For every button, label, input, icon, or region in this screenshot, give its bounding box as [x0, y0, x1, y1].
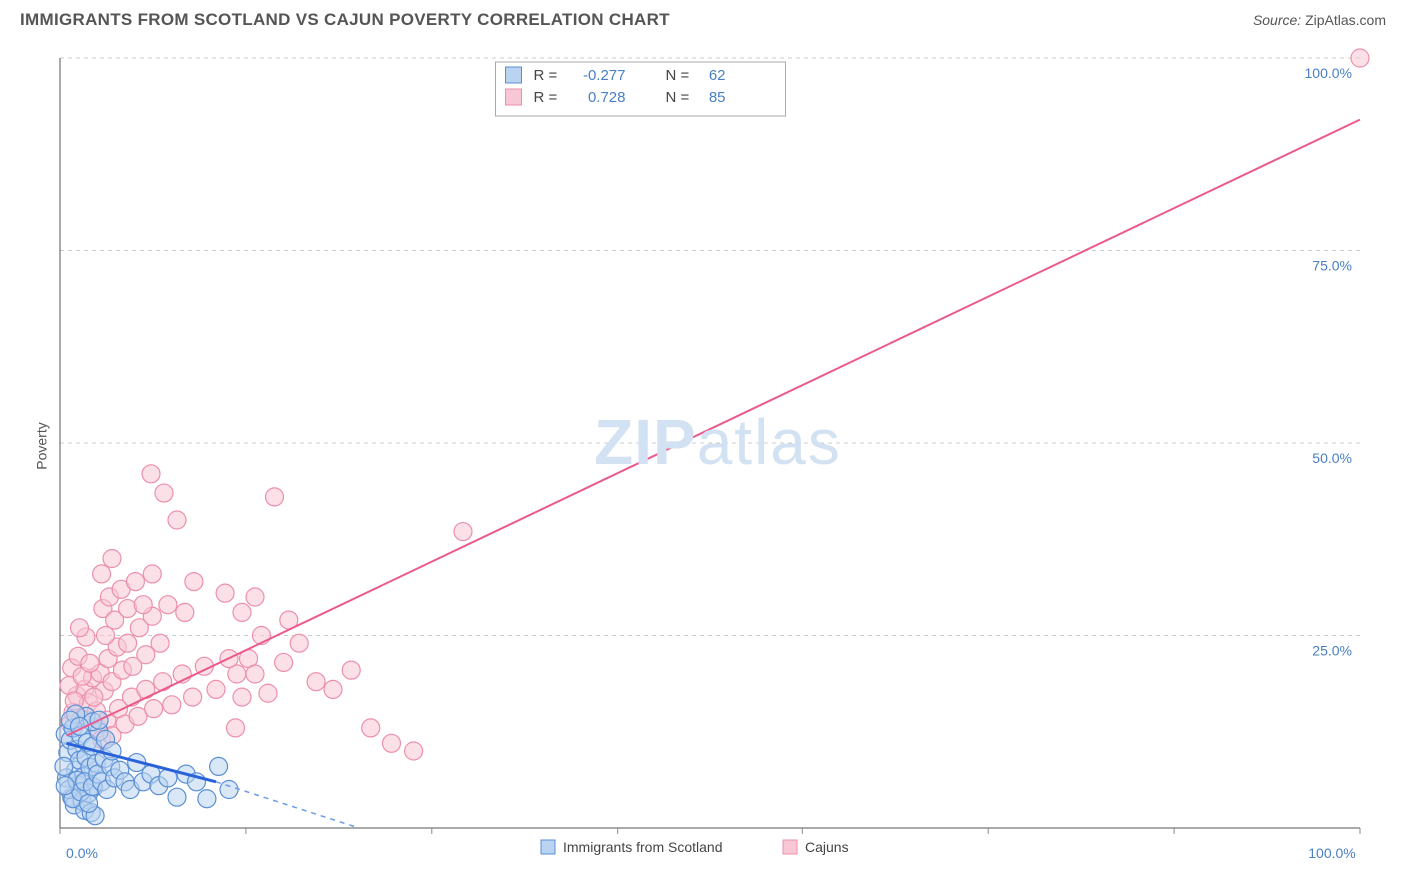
bottom-legend-label: Immigrants from Scotland [563, 839, 723, 855]
scatter-point [56, 777, 74, 795]
scatter-point [55, 757, 73, 775]
y-tick-label: 25.0% [1312, 643, 1352, 659]
source-attribution: Source: ZipAtlas.com [1253, 12, 1386, 28]
scatter-point [85, 688, 103, 706]
source-label: Source: [1253, 12, 1301, 28]
scatter-point [151, 634, 169, 652]
y-tick-label: 75.0% [1312, 258, 1352, 274]
scatter-point [198, 790, 216, 808]
trend-line-pink [67, 120, 1361, 736]
scatter-point [216, 584, 234, 602]
y-tick-label: 100.0% [1305, 65, 1352, 81]
scatter-point [145, 700, 163, 718]
legend-R-label: R = [534, 67, 558, 84]
scatter-point [266, 488, 284, 506]
legend-R-value: 0.728 [588, 89, 626, 106]
scatter-point [143, 565, 161, 583]
scatter-point [233, 688, 251, 706]
scatter-point [210, 757, 228, 775]
chart-container: ZIPatlas 25.0%50.0%75.0%100.0%0.0%100.0%… [50, 48, 1386, 868]
chart-header: IMMIGRANTS FROM SCOTLAND VS CAJUN POVERT… [0, 0, 1406, 34]
scatter-point [362, 719, 380, 737]
scatter-point [275, 653, 293, 671]
scatter-point [119, 634, 137, 652]
scatter-point [220, 781, 238, 799]
legend-N-value: 62 [709, 67, 726, 84]
scatter-point [163, 696, 181, 714]
trend-line-blue-dash [216, 782, 359, 828]
scatter-point [324, 680, 342, 698]
scatter-point [307, 673, 325, 691]
scatter-point [290, 634, 308, 652]
legend-N-label: N = [666, 67, 690, 84]
scatter-point [246, 665, 264, 683]
legend-swatch [506, 67, 522, 83]
legend-N-value: 85 [709, 89, 726, 106]
scatter-point [155, 484, 173, 502]
scatter-point [1351, 49, 1369, 67]
y-axis-label: Poverty [34, 422, 50, 469]
scatter-point [142, 465, 160, 483]
scatter-point [227, 719, 245, 737]
scatter-point [246, 588, 264, 606]
chart-title: IMMIGRANTS FROM SCOTLAND VS CAJUN POVERT… [20, 10, 670, 30]
x-tick-label-first: 0.0% [66, 845, 98, 861]
scatter-point [207, 680, 225, 698]
bottom-legend-swatch [783, 840, 797, 854]
scatter-point [119, 600, 137, 618]
scatter-point [126, 573, 144, 591]
scatter-point [134, 596, 152, 614]
scatter-point [176, 603, 194, 621]
scatter-point [168, 511, 186, 529]
legend-swatch [506, 89, 522, 105]
scatter-chart: 25.0% 50.0% 75.0% 100.0% 0.0% 100.0% R = -0.277… [50, 48, 1386, 868]
source-value: ZipAtlas.com [1305, 12, 1386, 28]
scatter-point [259, 684, 277, 702]
legend-R-value: -0.277 [583, 67, 626, 84]
scatter-point [159, 596, 177, 614]
scatter-point [154, 673, 172, 691]
scatter-point [405, 742, 423, 760]
bottom-legend-label: Cajuns [805, 839, 849, 855]
scatter-point [233, 603, 251, 621]
scatter-point [71, 619, 89, 637]
legend-N-label: N = [666, 89, 690, 106]
x-tick-label-last: 100.0% [1308, 845, 1355, 861]
legend-R-label: R = [534, 89, 558, 106]
scatter-point [185, 573, 203, 591]
scatter-point [184, 688, 202, 706]
scatter-point [93, 565, 111, 583]
scatter-point [168, 788, 186, 806]
scatter-point [342, 661, 360, 679]
scatter-point [80, 794, 98, 812]
y-tick-label: 50.0% [1312, 450, 1352, 466]
scatter-point [383, 734, 401, 752]
scatter-point [103, 550, 121, 568]
scatter-point [454, 523, 472, 541]
bottom-legend-swatch [541, 840, 555, 854]
scatter-point [81, 654, 99, 672]
